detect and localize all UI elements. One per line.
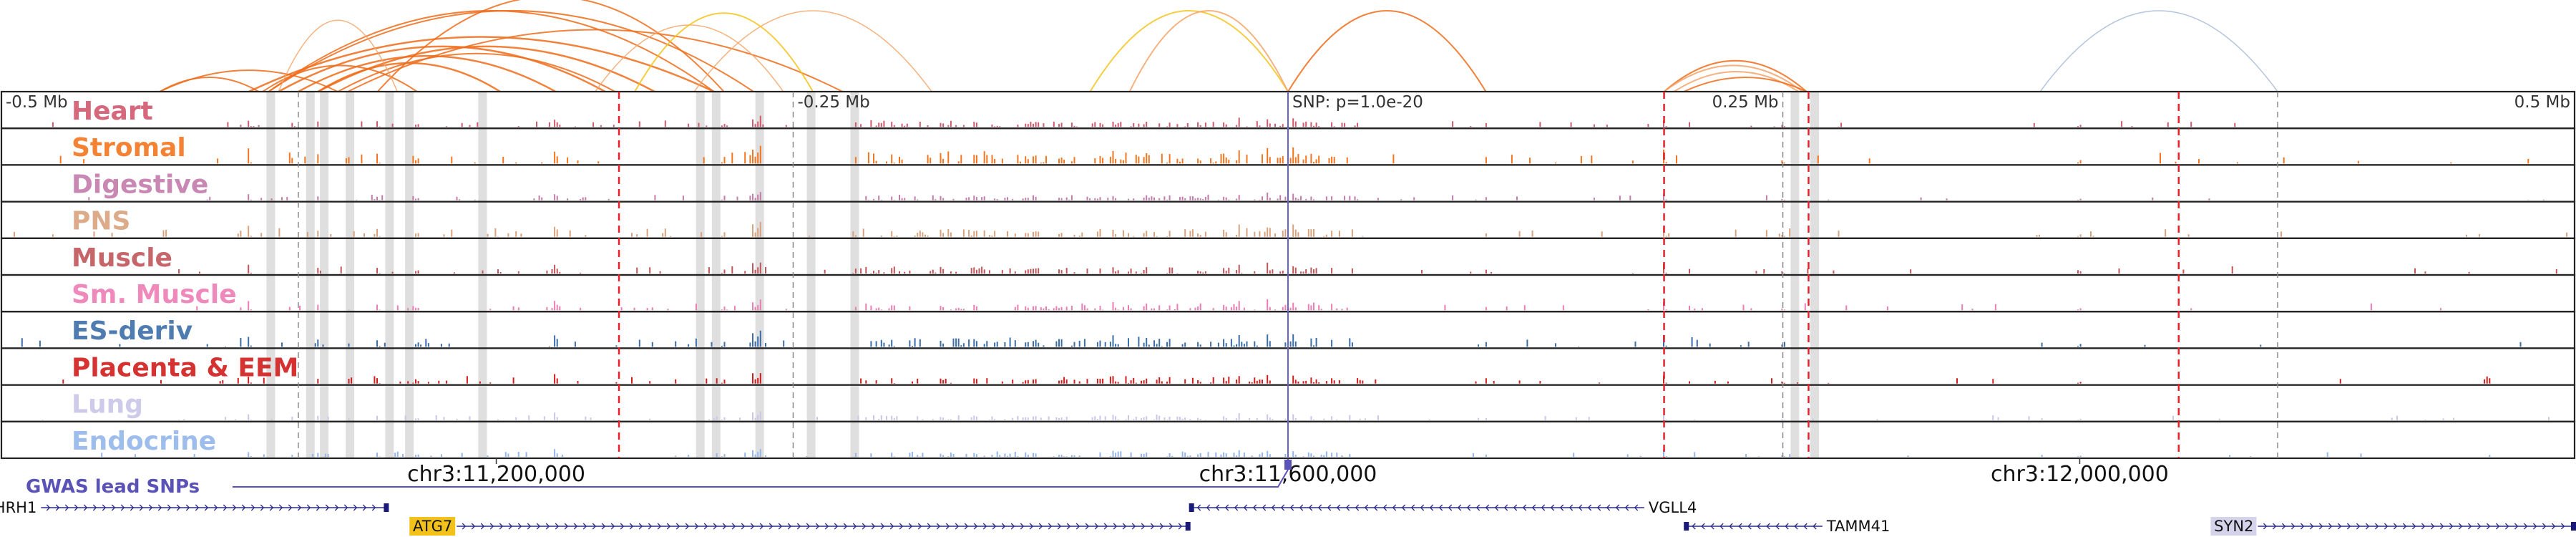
gene-exon: [384, 503, 389, 512]
strand-arrows: [2263, 523, 2565, 530]
gene-label: VGLL4: [1649, 499, 1697, 516]
loop-arc: [1663, 59, 1807, 92]
highlight-bands: [266, 92, 1820, 458]
distance-labels: -0.5 Mb -0.25 Mb SNP: p=1.0e-20 0.25 Mb 0.5 …: [6, 93, 2570, 112]
loop-arc: [1683, 77, 1807, 92]
track-label: ES-deriv: [72, 316, 192, 346]
loop-arc: [376, 0, 725, 92]
distance-label: -0.5 Mb: [6, 93, 68, 112]
loop-arc: [1128, 10, 1289, 92]
track-label: Heart: [72, 97, 153, 126]
gene-label: HRH1: [0, 499, 36, 516]
strand-arrows: [1692, 523, 1817, 530]
signal: [62, 365, 2491, 384]
snp-pvalue-label: SNP: p=1.0e-20: [1292, 93, 1423, 112]
gene-tamm41: TAMM41: [1684, 518, 1890, 535]
track-label: Placenta & EEM: [72, 353, 298, 382]
gene-exon: [1185, 522, 1191, 531]
signal: [52, 107, 2236, 127]
signal: [42, 406, 2575, 420]
loop-arc: [317, 45, 655, 93]
gwas-connector: [233, 469, 1289, 488]
loop-arc: [337, 52, 615, 92]
strand-arrows: [46, 504, 376, 511]
track-label: Endocrine: [72, 427, 216, 456]
distance-label: 0.25 Mb: [1712, 93, 1779, 112]
gene-atg7: ATG7: [409, 517, 1191, 536]
gwas-label: GWAS lead SNPs: [26, 476, 200, 498]
coordinate-label: chr3:11,200,000: [407, 462, 585, 487]
coordinate-label: chr3:12,000,000: [1991, 462, 2169, 487]
signal: [14, 211, 2568, 237]
loop-arc: [2039, 10, 2278, 92]
loop-arc: [1663, 64, 1803, 92]
track-label: Digestive: [72, 170, 208, 199]
loop-arc: [1089, 9, 1289, 92]
signal: [178, 259, 2557, 274]
signal: [21, 321, 2522, 347]
gene-label: ATG7: [413, 518, 452, 535]
distance-label: -0.25 Mb: [797, 93, 869, 112]
loop-arc: [278, 45, 606, 93]
gene-vgll4: VGLL4: [1189, 499, 1697, 516]
gene-track: HRH1 ATG7 VGLL4 TAMM41 SYN2: [0, 499, 2576, 536]
loop-arc: [159, 69, 338, 92]
signal: [59, 135, 2575, 164]
loop-arc: [248, 36, 715, 93]
distance-label: 0.5 Mb: [2514, 93, 2570, 112]
gene-exon: [1189, 503, 1194, 512]
signal: [88, 189, 2545, 200]
track-label: Lung: [72, 390, 143, 420]
loop-arc: [298, 54, 557, 93]
loop-arc: [262, 64, 418, 92]
chromatin-loop-arcs: [159, 0, 2278, 93]
gene-label: TAMM41: [1826, 518, 1890, 535]
gene-label: SYN2: [2214, 518, 2253, 535]
track-label: PNS: [72, 207, 130, 236]
gwas-snp-marker: [1284, 460, 1292, 470]
track-labels: Heart Stromal Digestive PNS Muscle Sm. Muscle…: [72, 97, 298, 456]
strand-arrows: [462, 523, 1183, 530]
gene-syn2: SYN2: [2210, 517, 2576, 536]
strand-arrows: [1196, 504, 1639, 511]
gene-highlight: [409, 517, 456, 536]
coordinate-axis: chr3:11,200,000 chr3:11,600,000 chr3:12,00…: [407, 458, 2169, 487]
gwas-track: GWAS lead SNPs: [26, 460, 1292, 498]
gene-highlight: [2210, 517, 2257, 536]
loop-arc: [693, 10, 932, 92]
track-label: Muscle: [72, 243, 172, 273]
gene-exon: [2571, 522, 2576, 531]
loop-arc: [347, 29, 844, 92]
boundary-lines: [298, 92, 2278, 458]
track-label: Sm. Muscle: [72, 280, 237, 309]
loop-arc: [268, 9, 754, 92]
gene-hrh1: HRH1: [0, 499, 389, 516]
loop-arc: [278, 19, 398, 92]
loop-arc: [634, 12, 814, 92]
signal: [196, 289, 2441, 311]
gene-exon: [1684, 522, 1689, 531]
loop-arc: [1287, 9, 1487, 92]
signal: [1, 445, 2491, 457]
track-label: Stromal: [72, 133, 186, 163]
